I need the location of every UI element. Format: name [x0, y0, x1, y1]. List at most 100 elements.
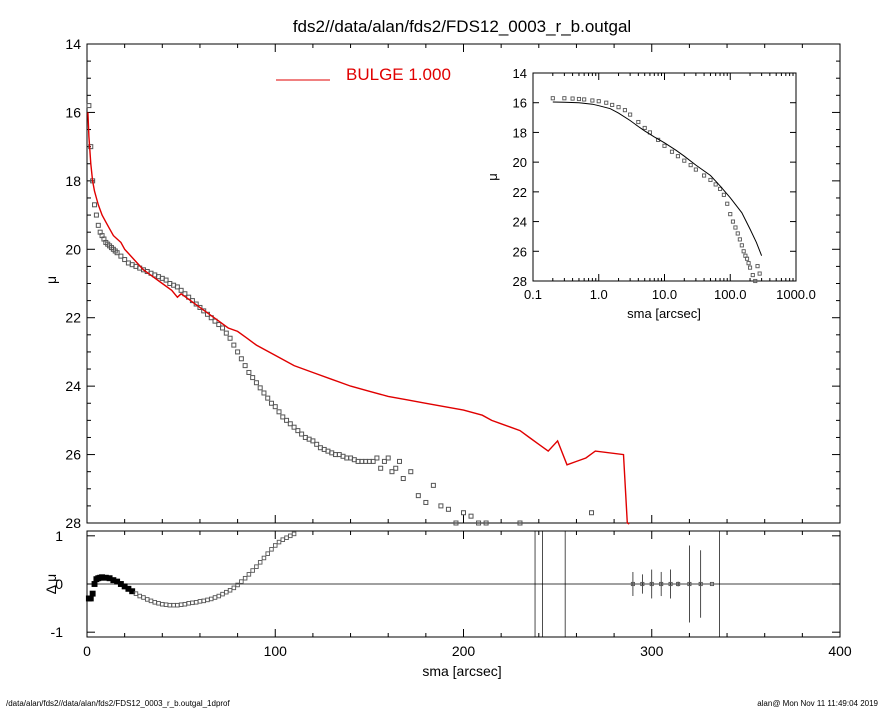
residual-data-point — [89, 590, 96, 597]
inset-data-point — [675, 154, 680, 159]
main-y-tick-label: 28 — [65, 515, 81, 531]
residual-y-tick-label: 0 — [55, 576, 63, 592]
residual-data-point — [193, 600, 199, 605]
main-y-axis-label: μ — [43, 276, 59, 284]
inset-data-point — [744, 256, 750, 261]
inset-data-point — [688, 163, 693, 168]
main-data-point — [476, 520, 482, 526]
inset-data-point — [693, 167, 698, 172]
main-data-point — [385, 455, 391, 461]
residual-data-point — [129, 588, 136, 595]
residual-error-bars — [630, 545, 715, 623]
main-data-point — [93, 212, 99, 218]
inset-data-point — [708, 177, 713, 183]
residual-data-point — [246, 572, 252, 577]
main-data-point — [291, 424, 297, 430]
main-data-point — [461, 510, 466, 516]
inset-data-point — [739, 243, 744, 248]
residual-data-point — [208, 596, 214, 602]
main-y-tick-label: 26 — [65, 447, 81, 463]
residual-error-point — [659, 581, 664, 587]
inset-data-point — [596, 99, 601, 104]
inset-data-point — [730, 219, 736, 224]
residual-data-point — [276, 539, 282, 545]
inset-data-point — [610, 102, 615, 107]
residual-data-point — [220, 591, 225, 597]
residual-data-point — [201, 598, 206, 604]
residual-vertical-lines — [534, 531, 720, 637]
inset-y-tick-label: 26 — [513, 244, 527, 259]
residual-error-point — [676, 581, 681, 587]
residual-data-point — [242, 575, 248, 581]
main-data-point — [453, 520, 459, 526]
page-title: fds2//data/alan/fds2/FDS12_0003_r_b.outg… — [293, 17, 631, 36]
main-data-point — [517, 520, 523, 526]
residual-data-point — [91, 581, 98, 587]
main-x-ticks — [86, 44, 841, 523]
residual-data-point — [178, 602, 184, 607]
residual-data-point — [171, 602, 176, 608]
residual-data-point — [175, 602, 180, 608]
inset-data-point — [622, 108, 627, 113]
main-data-point — [238, 356, 244, 362]
residual-data-point — [239, 579, 244, 584]
inset-x-ticks: 0.1 1.0 10.0 100.0 1000.0 — [524, 73, 816, 302]
residual-data-point — [261, 555, 267, 561]
main-data-point — [370, 458, 376, 464]
residual-plot: -1 0 1 0 100 200 300 400 Δ μ sma [arcsec] — [43, 528, 852, 679]
residual-data-point — [156, 601, 161, 606]
residual-data-point — [269, 547, 274, 552]
inset-data-point — [741, 249, 746, 254]
inset-data-point — [733, 225, 738, 230]
inset-data-point — [702, 173, 707, 178]
inset-data-point — [713, 182, 718, 187]
inset-y-tick-label: 24 — [513, 215, 527, 230]
residual-data-point — [133, 591, 139, 596]
main-data-point — [86, 103, 92, 109]
inset-model-line — [552, 101, 763, 256]
main-data-point — [272, 404, 278, 410]
residual-data-point — [288, 533, 293, 539]
residual-data-point — [254, 564, 259, 569]
residual-data-point — [167, 602, 173, 608]
inset-y-tick-label: 16 — [513, 96, 527, 111]
residual-y-tick-label: -1 — [51, 624, 64, 640]
main-data-point — [118, 253, 124, 259]
inset-data-point — [718, 186, 723, 191]
main-data-point — [197, 304, 203, 310]
main-data-point — [242, 363, 248, 369]
main-data-point — [220, 325, 226, 331]
main-data-point — [408, 469, 414, 475]
inset-data-point — [582, 97, 587, 102]
inset-data-point — [757, 271, 762, 276]
residual-data-point — [284, 535, 289, 540]
inset-data-point — [728, 212, 733, 217]
residual-x-tick-label: 300 — [640, 643, 664, 659]
main-data-point — [265, 395, 271, 401]
main-data-point — [95, 222, 101, 228]
footer-file-path: /data/alan/fds2//data/alan/fds2/FDS12_00… — [6, 699, 231, 708]
inset-data-point — [746, 261, 751, 266]
inset-data-point — [576, 96, 582, 102]
legend: BULGE 1.000 — [276, 65, 451, 84]
residual-y-axis-label: Δ μ — [43, 574, 59, 595]
residual-data-point — [212, 595, 218, 600]
residual-data-point — [216, 593, 222, 599]
legend-label-model: BULGE 1.000 — [346, 65, 451, 84]
residual-data-point — [148, 598, 154, 604]
main-data-point — [246, 369, 252, 375]
inset-y-tick-label: 28 — [513, 274, 527, 289]
residual-data-point — [197, 599, 203, 604]
main-y-ticks: 14 16 18 20 22 24 26 28 — [65, 36, 840, 531]
residual-data-point — [163, 602, 169, 607]
residual-x-axis-label: sma [arcsec] — [422, 663, 501, 679]
main-data-point — [276, 409, 282, 415]
residual-x-ticks: 0 100 200 300 400 — [83, 531, 852, 659]
inset-data-point — [616, 105, 621, 110]
main-data-point — [235, 349, 241, 355]
residual-data-points — [85, 531, 297, 608]
inset-y-axis-label: μ — [485, 173, 500, 181]
residual-x-tick-label: 0 — [83, 643, 91, 659]
inset-data-point — [662, 143, 667, 148]
residual-data-point — [227, 588, 233, 593]
